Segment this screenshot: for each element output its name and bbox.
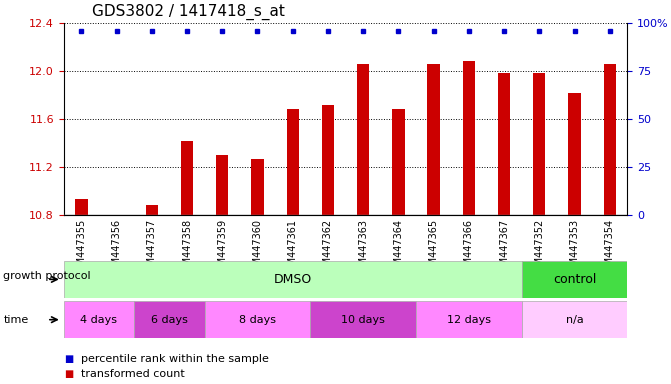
Bar xyxy=(522,261,627,298)
Bar xyxy=(604,64,616,215)
Bar xyxy=(252,159,264,215)
Bar xyxy=(498,73,510,215)
Text: GSM447367: GSM447367 xyxy=(499,219,509,278)
Bar xyxy=(64,261,522,298)
Text: GSM447366: GSM447366 xyxy=(464,219,474,278)
Text: GSM447362: GSM447362 xyxy=(323,219,333,278)
Text: GSM447363: GSM447363 xyxy=(358,219,368,278)
Bar xyxy=(287,109,299,215)
Text: GSM447352: GSM447352 xyxy=(534,219,544,278)
Text: n/a: n/a xyxy=(566,314,583,325)
Text: 8 days: 8 days xyxy=(239,314,276,325)
Text: GSM447360: GSM447360 xyxy=(252,219,262,278)
Text: GSM447353: GSM447353 xyxy=(570,219,580,278)
Bar xyxy=(416,301,522,338)
Text: GSM447356: GSM447356 xyxy=(111,219,121,278)
Text: transformed count: transformed count xyxy=(81,369,185,379)
Bar xyxy=(357,64,369,215)
Text: 10 days: 10 days xyxy=(342,314,385,325)
Bar xyxy=(393,109,405,215)
Text: GSM447365: GSM447365 xyxy=(429,219,439,278)
Text: GSM447361: GSM447361 xyxy=(288,219,298,278)
Text: control: control xyxy=(553,273,597,286)
Bar xyxy=(568,93,580,215)
Text: GSM447359: GSM447359 xyxy=(217,219,227,278)
Text: percentile rank within the sample: percentile rank within the sample xyxy=(81,354,268,364)
Text: 4 days: 4 days xyxy=(81,314,117,325)
Bar xyxy=(146,205,158,215)
Text: 6 days: 6 days xyxy=(151,314,188,325)
Bar xyxy=(75,199,87,215)
Text: time: time xyxy=(3,314,29,325)
Text: GSM447354: GSM447354 xyxy=(605,219,615,278)
Text: ■: ■ xyxy=(64,354,73,364)
Text: ■: ■ xyxy=(64,369,73,379)
Text: GSM447357: GSM447357 xyxy=(147,219,157,278)
Bar xyxy=(322,105,334,215)
Bar xyxy=(310,301,416,338)
Bar xyxy=(216,155,228,215)
Bar xyxy=(427,64,440,215)
Text: GSM447358: GSM447358 xyxy=(182,219,192,278)
Text: 12 days: 12 days xyxy=(447,314,491,325)
Bar xyxy=(181,141,193,215)
Bar xyxy=(205,301,310,338)
Text: GDS3802 / 1417418_s_at: GDS3802 / 1417418_s_at xyxy=(92,4,285,20)
Bar xyxy=(64,301,134,338)
Text: DMSO: DMSO xyxy=(274,273,312,286)
Bar xyxy=(463,61,475,215)
Bar xyxy=(533,73,546,215)
Bar xyxy=(522,301,627,338)
Text: GSM447355: GSM447355 xyxy=(76,219,87,278)
Text: growth protocol: growth protocol xyxy=(3,270,91,281)
Bar xyxy=(134,301,205,338)
Text: GSM447364: GSM447364 xyxy=(393,219,403,278)
